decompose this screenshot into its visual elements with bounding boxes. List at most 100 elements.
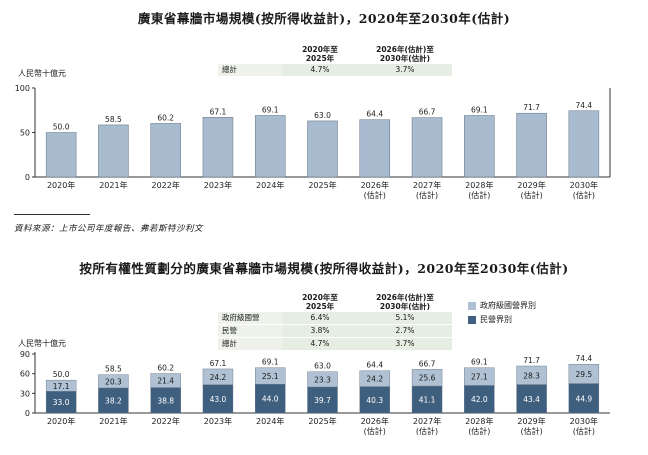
bar <box>568 110 600 178</box>
bar <box>202 117 234 178</box>
x-tick-label: 2029年(估計) <box>517 416 545 436</box>
bar-total-label: 69.1 <box>471 358 488 367</box>
cagr-value: 4.7% <box>282 337 358 351</box>
bottom-unit-label: 人民幣十億元 <box>18 339 66 348</box>
cagr-row-label: 總計 <box>218 64 282 77</box>
x-tick-label: 2020年 <box>47 180 75 190</box>
bar-value-label: 69.1 <box>471 106 488 115</box>
y-tick-label: 30 <box>20 389 30 398</box>
x-tick-label: 2030年(估計) <box>570 180 598 200</box>
y-tick-label: 60 <box>20 370 30 379</box>
segment-value-label: 25.6 <box>419 374 436 383</box>
segment-value-label: 43.4 <box>523 395 540 404</box>
bar-segment <box>359 386 390 414</box>
bar-segment <box>516 384 547 414</box>
segment-value-label: 38.2 <box>105 396 122 405</box>
x-tick-label: 2021年 <box>99 180 127 190</box>
legend-swatch <box>468 315 476 324</box>
bar-total-label: 58.5 <box>105 365 122 374</box>
legend-label: 民營界別 <box>480 315 512 324</box>
bar-segment <box>202 384 234 414</box>
segment-value-label: 29.5 <box>576 370 593 379</box>
segment-value-label: 17.1 <box>53 382 70 391</box>
x-tick-label: 2023年 <box>204 416 232 426</box>
bar-total-label: 67.1 <box>210 359 227 368</box>
bar-total-label: 74.4 <box>576 354 593 363</box>
legend-item-state: 政府級國營界別 <box>468 300 536 311</box>
segment-value-label: 23.3 <box>314 375 331 384</box>
bar-value-label: 74.4 <box>576 101 593 110</box>
x-tick-label: 2022年 <box>152 416 180 426</box>
bar-segment <box>202 368 234 386</box>
x-tick-label: 2024年 <box>256 416 284 426</box>
bar <box>359 119 391 178</box>
bar-total-label: 69.1 <box>262 358 279 367</box>
top-unit-label: 人民幣十億元 <box>18 69 66 78</box>
bar-segment <box>255 367 286 385</box>
bar-segment <box>568 364 600 384</box>
bar-total-label: 63.0 <box>314 362 331 371</box>
x-tick-label: 2028年(估計) <box>465 416 493 436</box>
bar <box>516 112 547 178</box>
segment-value-label: 39.7 <box>314 396 331 405</box>
bar-value-label: 64.4 <box>366 110 383 119</box>
x-tick-label: 2023年 <box>204 180 232 190</box>
cagr-row: 民營 3.8% 2.7% <box>218 324 452 338</box>
bar <box>45 132 77 178</box>
bar-total-label: 64.4 <box>366 361 383 370</box>
bar-segment <box>568 383 600 414</box>
x-tick-label: 2029年(估計) <box>517 180 545 200</box>
segment-value-label: 25.1 <box>262 372 279 381</box>
bar-segment <box>464 385 495 414</box>
cagr-value: 3.8% <box>282 324 358 338</box>
bar <box>98 124 129 178</box>
top-bar-chart: 0 50 100 50.0 2020年 58.5 2021年 60.2 2022年 67.1 202… <box>15 84 611 200</box>
source-note: 資料來源：上市公司年度報告、弗若斯特沙利文 <box>14 224 204 234</box>
segment-value-label: 41.1 <box>419 396 436 405</box>
x-tick-label: 2020年 <box>47 416 75 426</box>
cagr-row: 政府級國營 6.4% 5.1% <box>218 312 452 325</box>
bar-value-label: 67.1 <box>210 107 227 116</box>
bar <box>307 120 338 178</box>
y-tick-label: 0 <box>25 409 30 418</box>
bar-segment <box>516 365 547 385</box>
cagr-header-2: 2026年(估計)至 2030年(估計) <box>376 293 434 311</box>
cagr-header-1: 2020年至 2025年 <box>302 293 338 311</box>
bar-segment <box>359 370 390 387</box>
bar <box>464 115 495 178</box>
bar-segment <box>98 374 129 389</box>
cagr-row: 總計 4.7% 3.7% <box>218 337 452 351</box>
x-tick-label: 2025年 <box>308 416 336 426</box>
bar-segment <box>98 387 129 414</box>
segment-value-label: 27.1 <box>471 373 488 382</box>
y-tick-label: 100 <box>15 84 30 93</box>
bar-value-label: 63.0 <box>314 111 331 120</box>
legend-item-private: 民營界別 <box>468 314 536 325</box>
bar <box>411 117 443 178</box>
bar-value-label: 50.0 <box>53 123 70 132</box>
bar-segment <box>464 367 495 386</box>
bar-segment <box>255 383 286 414</box>
bar-total-label: 60.2 <box>157 364 174 373</box>
legend-label: 政府級國營界別 <box>480 301 536 310</box>
bar-segment <box>150 373 181 388</box>
segment-value-label: 24.2 <box>210 373 227 382</box>
cagr-header-2: 2026年(估計)至 2030年(估計) <box>376 45 434 63</box>
source-divider <box>14 214 90 215</box>
cagr-header-1: 2020年至 2025年 <box>302 45 338 63</box>
segment-value-label: 38.8 <box>157 396 174 405</box>
y-tick-label: 90 <box>20 350 30 359</box>
segment-value-label: 20.3 <box>105 377 122 386</box>
segment-value-label: 40.3 <box>366 396 383 405</box>
cagr-row-label: 民營 <box>218 324 282 338</box>
cagr-value: 6.4% <box>282 312 358 325</box>
bar-segment <box>411 369 443 387</box>
top-chart-title: 廣東省幕牆市場規模(按所得收益計)，2020年至2030年(估計) <box>137 11 511 26</box>
x-tick-label: 2026年(估計) <box>361 416 389 436</box>
x-tick-label: 2027年(估計) <box>413 180 441 200</box>
segment-value-label: 21.4 <box>157 377 174 386</box>
segment-value-label: 28.3 <box>523 371 540 380</box>
bar-segment <box>411 385 443 414</box>
bottom-chart-title: 按所有權性質劃分的廣東省幕牆市場規模(按所得收益計)，2020年至2030年(估… <box>79 261 569 276</box>
x-tick-label: 2024年 <box>256 180 284 190</box>
